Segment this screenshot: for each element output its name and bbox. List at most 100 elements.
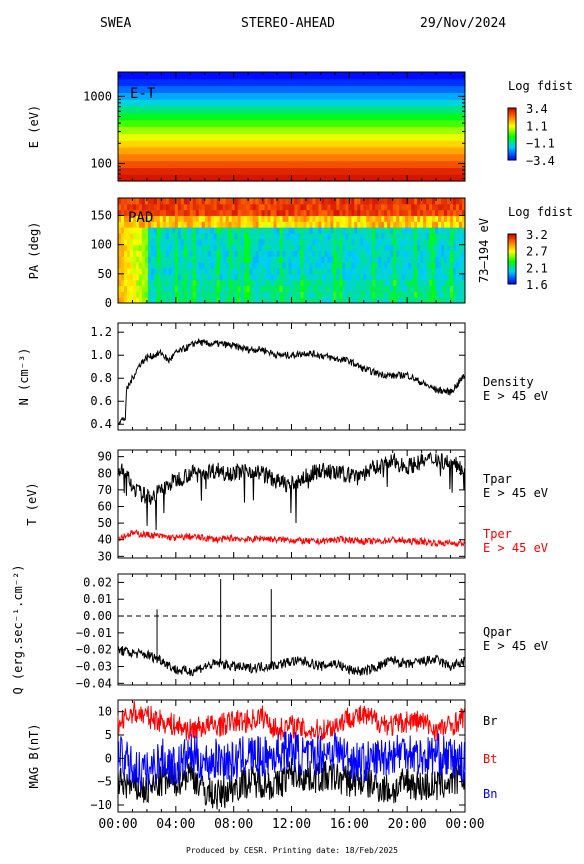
ytick-label-2: 0.4	[90, 417, 112, 431]
pad-cell	[192, 227, 197, 234]
pad-cell	[387, 268, 391, 275]
pad-cell	[396, 227, 400, 234]
pad-cell	[357, 198, 361, 205]
pad-cell	[417, 227, 421, 234]
pad-cell	[216, 209, 221, 216]
pad-cell	[159, 250, 164, 257]
pad-cell	[462, 221, 466, 228]
pad-cell	[294, 227, 298, 234]
et-colorbar-title: Log fdist	[508, 79, 573, 93]
pad-cell	[375, 209, 379, 216]
ytick-label-5: −10	[90, 798, 112, 812]
pad-cell	[135, 262, 140, 269]
pad-cell	[255, 227, 260, 234]
pad-cell	[222, 203, 227, 211]
pad-cell	[210, 297, 215, 304]
pad-cell	[276, 285, 281, 292]
pad-cell	[450, 227, 454, 234]
pad-cell	[222, 291, 227, 298]
pad-cell	[118, 238, 122, 246]
pad-cell	[324, 262, 328, 269]
pad-cell	[118, 291, 122, 298]
pad-cell	[180, 221, 185, 228]
pad-cell	[390, 285, 394, 292]
pad-cell	[417, 215, 421, 222]
pad-cell	[144, 215, 149, 222]
pad-cell	[297, 198, 301, 205]
pad-cell	[150, 233, 155, 240]
pad-cell	[162, 273, 167, 281]
pad-cell	[333, 221, 337, 228]
pad-cell	[180, 273, 185, 281]
pad-cell	[315, 233, 319, 240]
energy-band-cell	[118, 92, 465, 100]
pad-cell	[216, 285, 221, 292]
pad-cell	[180, 291, 185, 298]
pad-cell	[429, 279, 433, 286]
pad-cell	[255, 198, 260, 205]
pad-cell	[129, 244, 134, 251]
pad-cell	[252, 233, 257, 240]
pad-cell	[225, 291, 230, 298]
pad-cell	[138, 297, 143, 304]
pad-cell	[216, 203, 221, 211]
pad-cell	[393, 250, 397, 257]
series-line-bt	[117, 700, 466, 742]
pad-cell	[336, 273, 340, 281]
pad-cell	[378, 227, 382, 234]
pad-cell	[120, 268, 125, 275]
pad-cell	[201, 256, 206, 263]
pad-cell	[123, 279, 128, 286]
pad-cell	[408, 268, 412, 275]
pad-cell	[240, 256, 245, 263]
pad-cell	[306, 221, 310, 228]
pad-cell	[225, 273, 230, 281]
pad-cell	[138, 268, 143, 275]
pad-cell	[195, 215, 200, 222]
pad-cell	[171, 285, 176, 292]
pad-cell	[285, 203, 290, 211]
pad-cell	[339, 262, 343, 269]
pad-cell	[183, 209, 188, 216]
pad-cell	[291, 262, 295, 269]
pad-cell	[345, 209, 349, 216]
pad-cell	[348, 215, 352, 222]
ylabel-3: T (eV)	[25, 482, 39, 525]
pad-cell	[303, 203, 307, 211]
pad-cell	[309, 279, 313, 286]
pad-cell	[171, 221, 176, 228]
pad-cell	[192, 233, 197, 240]
pad-cell	[276, 297, 281, 304]
pad-cell	[363, 268, 367, 275]
pad-cell	[273, 250, 278, 257]
pad-cell	[459, 233, 463, 240]
pad-cell	[198, 273, 203, 281]
pad-cell	[342, 233, 346, 240]
pad-cell	[225, 238, 230, 246]
pad-cell	[381, 244, 385, 251]
pad-cell	[261, 250, 266, 257]
pad-ytick-label: 150	[90, 209, 112, 223]
pad-cell	[432, 256, 436, 263]
pad-cell	[246, 285, 251, 292]
pad-cell	[118, 198, 122, 205]
pad-cell	[282, 297, 287, 304]
pad-cell	[384, 250, 388, 257]
pad-cell	[156, 244, 161, 251]
pad-cell	[270, 268, 275, 275]
pad-cell	[135, 273, 140, 281]
pad-cell	[444, 209, 448, 216]
pad-cell	[447, 238, 451, 246]
pad-cell	[156, 256, 161, 263]
pad-cell	[168, 227, 173, 234]
pad-cell	[336, 221, 340, 228]
pad-cell	[219, 198, 224, 205]
pad-cell	[384, 198, 388, 205]
pad-cell	[261, 221, 266, 228]
pad-cell	[351, 203, 355, 211]
pad-cell	[384, 215, 388, 222]
pad-cell	[159, 256, 164, 263]
pad-cell	[153, 233, 158, 240]
pad-cell	[438, 273, 442, 281]
pad-cell	[396, 203, 400, 211]
